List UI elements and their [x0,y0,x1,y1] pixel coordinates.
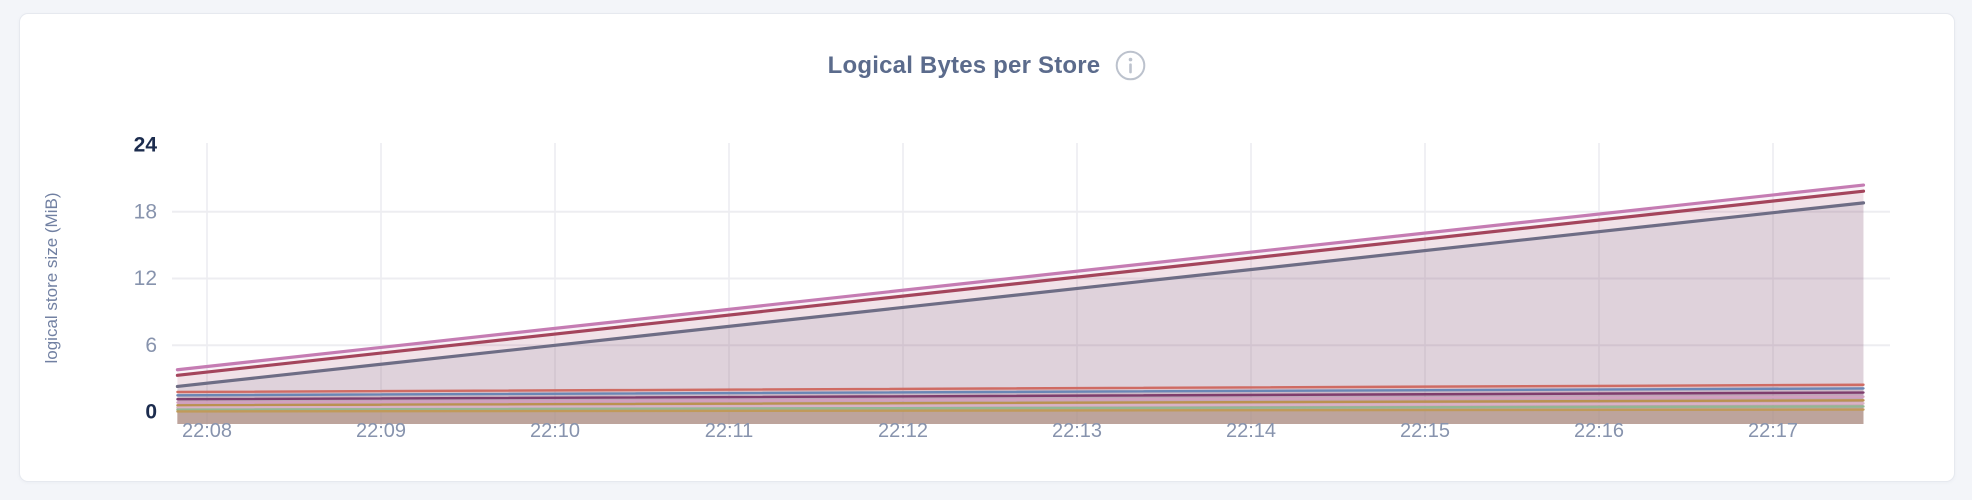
x-tick-label: 22:16 [1574,420,1624,442]
series-area [177,202,1864,424]
series-line [176,383,1865,394]
y-axis-title: logical store size (MiB) [42,193,61,364]
series-area [177,409,1864,424]
series-line [176,408,1865,413]
info-icon-glyph [1116,50,1146,81]
series-line [176,405,1865,411]
y-tick-label: 0 [145,401,157,424]
x-tick-label: 22:15 [1400,420,1450,442]
series-line [175,189,1866,377]
series-line [176,387,1865,397]
info-icon[interactable] [1115,50,1146,81]
series-line [176,399,1865,407]
series-line [176,391,1865,401]
x-tick-label: 22:10 [530,420,580,442]
y-tick-label: 24 [134,134,158,157]
chart-header: Logical Bytes per Store [20,50,1954,81]
x-tick-label: 22:13 [1052,420,1102,442]
x-tick-label: 22:08 [182,420,232,442]
chart-title: Logical Bytes per Store [827,51,1101,79]
series-line [176,402,1865,409]
x-tick-label: 22:17 [1748,420,1798,442]
x-tick-label: 22:09 [356,420,406,442]
series-line [176,395,1865,404]
x-tick-label: 22:14 [1226,420,1276,442]
series-line [175,201,1866,389]
x-tick-label: 22:11 [705,420,754,442]
series-line [175,183,1866,372]
y-tick-label: 12 [134,267,157,290]
series-area [177,185,1864,424]
x-tick-label: 22:12 [878,420,928,442]
y-tick-label: 18 [134,200,157,223]
y-tick-label: 6 [145,334,157,357]
